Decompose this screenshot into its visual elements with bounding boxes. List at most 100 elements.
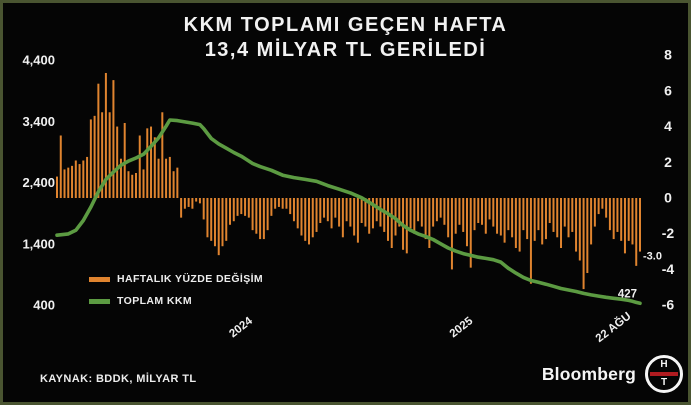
weekly-change-bar (229, 198, 232, 225)
weekly-change-bar (447, 198, 450, 238)
weekly-change-bar (518, 198, 521, 252)
weekly-change-bar (529, 198, 532, 284)
weekly-change-bar (537, 198, 540, 231)
branding: Bloomberg H T (542, 355, 683, 393)
weekly-change-bar (364, 198, 367, 227)
weekly-change-bar (266, 198, 269, 231)
weekly-change-bar (627, 198, 630, 241)
chart-title-line2: 13,4 MİLYAR TL GERİLEDİ (204, 39, 487, 61)
weekly-change-bar (251, 198, 254, 231)
weekly-change-bar (262, 198, 265, 240)
weekly-change-bar (161, 112, 164, 198)
weekly-change-bar (74, 160, 77, 198)
right-axis-tick: -4 (662, 261, 675, 277)
weekly-change-bar (274, 198, 277, 209)
weekly-change-bar (631, 198, 634, 245)
weekly-change-bar (473, 198, 476, 231)
weekly-change-bar (439, 198, 442, 218)
weekly-change-bar (259, 198, 262, 240)
chart-title-line1: KKM TOPLAMI GEÇEN HAFTA (183, 14, 508, 36)
weekly-change-bar (541, 198, 544, 245)
weekly-change-bar (597, 198, 600, 215)
legend: HAFTALIK YÜZDE DEĞİŞİM TOPLAM KKM (89, 268, 263, 312)
weekly-change-bar (142, 169, 145, 198)
weekly-change-bar (330, 198, 333, 229)
weekly-change-bar (514, 198, 517, 249)
weekly-change-bar (443, 198, 446, 225)
x-axis-label: 22 AĞU (593, 309, 633, 345)
left-axis-tick: 3,400 (22, 114, 55, 129)
weekly-change-bar (225, 198, 228, 241)
weekly-change-bar (345, 198, 348, 222)
weekly-change-bar (548, 198, 551, 224)
weekly-change-bar (605, 198, 608, 218)
weekly-change-bar (108, 112, 111, 198)
weekly-change-bar (635, 198, 638, 266)
weekly-change-bar (371, 198, 374, 229)
x-axis-label: 2025 (448, 315, 476, 341)
right-axis-tick: 4 (664, 118, 672, 134)
weekly-change-bar (277, 198, 280, 207)
weekly-change-bar (379, 198, 382, 227)
left-axis-tick: 1,400 (22, 236, 55, 251)
weekly-change-bar (97, 83, 100, 198)
weekly-change-bar (383, 198, 386, 232)
weekly-change-bar (360, 198, 363, 224)
weekly-change-bar (578, 198, 581, 261)
weekly-change-bar (86, 156, 89, 198)
weekly-change-bar (413, 198, 416, 234)
weekly-change-bar (172, 171, 175, 198)
right-axis-tick: 2 (664, 154, 672, 170)
weekly-change-bar (563, 198, 566, 227)
weekly-change-bar (420, 198, 423, 227)
weekly-change-bar (571, 198, 574, 232)
weekly-change-bar (240, 198, 243, 215)
weekly-change-bar (586, 198, 589, 274)
weekly-change-bar (292, 198, 295, 222)
line-series-swatch (89, 298, 110, 304)
weekly-change-bar (481, 198, 484, 225)
left-axis-tick: 2,400 (22, 175, 55, 190)
weekly-change-bar (210, 198, 213, 241)
weekly-change-bar (496, 198, 499, 234)
weekly-change-bar (165, 158, 168, 198)
weekly-change-bar (71, 165, 74, 198)
weekly-change-bar (221, 198, 224, 247)
weekly-change-bar (270, 198, 273, 216)
weekly-change-bar (119, 158, 122, 198)
weekly-change-bar (417, 198, 420, 222)
weekly-change-bar (560, 198, 563, 249)
weekly-change-bar (187, 198, 190, 207)
weekly-change-bar (195, 198, 198, 202)
weekly-change-bar (612, 198, 615, 240)
weekly-change-bar (353, 198, 356, 236)
right-axis-tick: -2 (662, 225, 675, 241)
weekly-change-bar (435, 198, 438, 222)
weekly-change-bar (206, 198, 209, 238)
right-axis-tick: -6 (662, 297, 675, 313)
weekly-change-bar (285, 198, 288, 209)
weekly-change-bar (308, 198, 311, 245)
weekly-change-bar (134, 172, 137, 198)
chart-title: KKM TOPLAMI GEÇEN HAFTA 13,4 MİLYAR TL G… (0, 13, 691, 63)
weekly-change-bar (639, 198, 641, 252)
weekly-change-bar (56, 176, 58, 198)
weekly-change-bar (319, 198, 322, 224)
weekly-change-bar (386, 198, 389, 241)
weekly-change-bar (202, 198, 205, 220)
weekly-change-bar (477, 198, 480, 224)
weekly-change-bar (398, 198, 401, 227)
weekly-change-bar (255, 198, 258, 234)
weekly-change-bar (424, 198, 427, 240)
weekly-change-bar (101, 112, 104, 198)
weekly-change-bar (375, 198, 378, 222)
weekly-change-bar (465, 198, 468, 247)
weekly-change-bar (511, 198, 514, 238)
weekly-change-bar (507, 198, 510, 231)
weekly-change-bar (462, 198, 465, 232)
weekly-change-bar (82, 160, 85, 198)
weekly-change-bar (616, 198, 619, 232)
weekly-change-bar (213, 198, 216, 247)
